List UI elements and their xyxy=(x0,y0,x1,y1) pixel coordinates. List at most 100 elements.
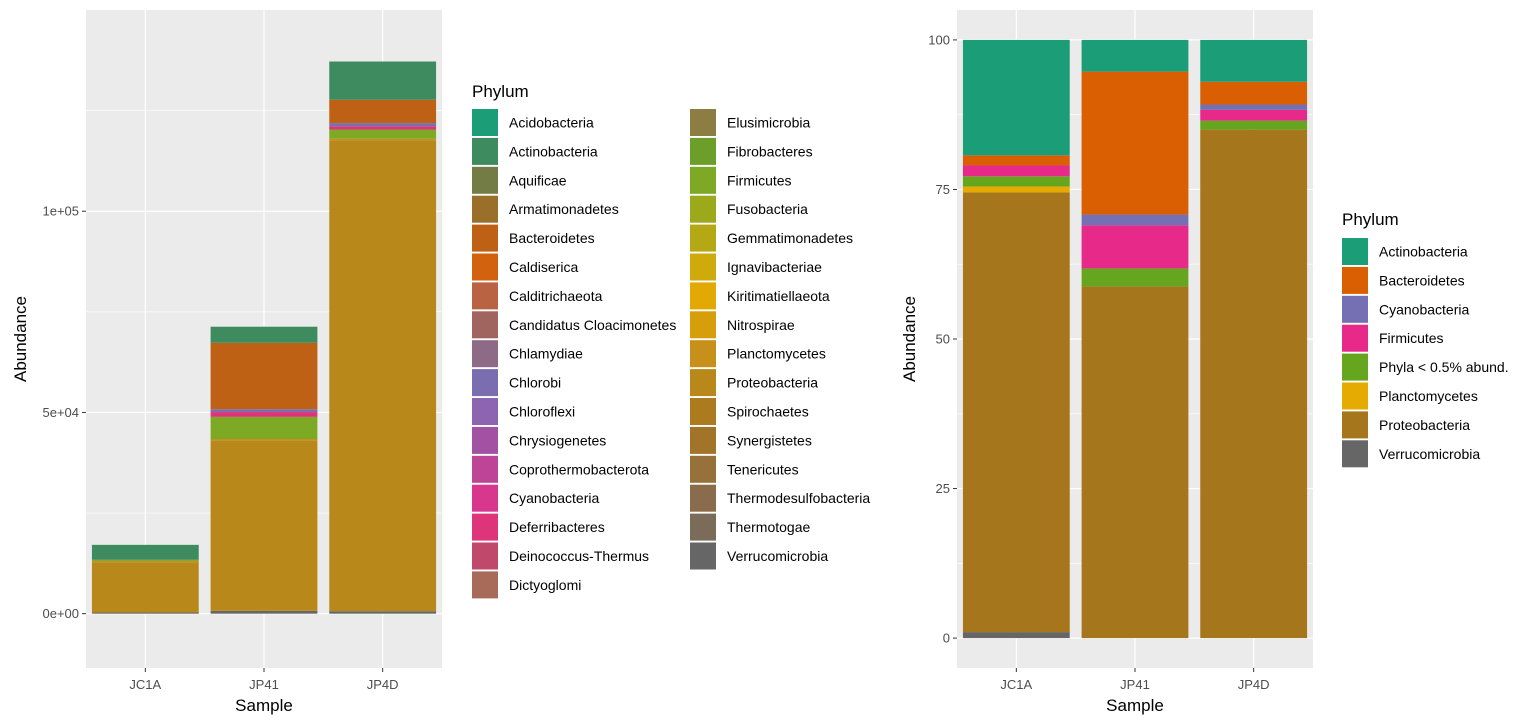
chart2-y-tick-label: 75 xyxy=(936,182,950,197)
chart1-bar-jp41-planctomycetes xyxy=(210,439,318,441)
chart1-bar-jp41-proteobacteria xyxy=(210,440,318,611)
chart1-legend-key xyxy=(472,398,498,425)
chart1-bar-jc1a-planctomycetes xyxy=(91,560,199,563)
chart1-x-axis-title: Sample xyxy=(235,696,293,715)
chart1-legend-key xyxy=(690,455,716,483)
chart1-bar-jc1a-proteobacteria xyxy=(91,562,199,613)
chart1-x-tick-label: JP4D xyxy=(367,677,399,692)
chart1-legend-label: Ignavibacteriae xyxy=(727,259,822,275)
chart1-legend-key xyxy=(690,282,716,310)
chart2-bar-jp4d-bacteroidetes xyxy=(1200,81,1308,105)
chart1-y-tick-label: 1e+05 xyxy=(42,204,79,219)
chart1-legend-key xyxy=(690,137,716,165)
chart1-bar-jc1a-verrucomicrobia xyxy=(91,612,199,614)
chart1-bar-jp4d-proteobacteria xyxy=(329,140,437,612)
chart2-legend-label: Verrucomicrobia xyxy=(1379,446,1480,462)
chart1-legend-label: Caldiserica xyxy=(509,259,578,275)
chart2-legend-label: Planctomycetes xyxy=(1379,388,1478,404)
chart1-legend-label: Spirochaetes xyxy=(727,404,809,420)
chart1-legend-label: Chlorobi xyxy=(509,375,561,391)
chart1-legend-label: Actinobacteria xyxy=(509,143,598,159)
chart1-legend-label: Proteobacteria xyxy=(727,375,818,391)
chart2-y-tick-label: 50 xyxy=(936,332,950,347)
chart1-legend-key xyxy=(472,137,498,165)
chart1-legend-key xyxy=(472,455,498,483)
chart1-legend-key xyxy=(690,513,716,541)
chart1-legend-key xyxy=(690,542,716,570)
chart1-legend-label: Kiritimatiellaeota xyxy=(727,288,830,304)
chart1-legend-label: Verrucomicrobia xyxy=(727,548,828,564)
chart2-x-tick-label: JP41 xyxy=(1120,677,1150,692)
chart1-y-axis-title: Abundance xyxy=(11,296,30,382)
chart2-legend-key xyxy=(1342,295,1368,323)
chart1-bar-jp41-chlorobi xyxy=(210,409,318,413)
chart1-legend-key xyxy=(690,224,716,252)
chart1-legend-key xyxy=(472,253,498,281)
chart1-bar-jp4d-verrucomicrobia xyxy=(329,611,437,614)
chart2-bar-jp41-phyla-0-5-abund- xyxy=(1081,268,1189,287)
chart2-bar-jp4d-cyanobacteria xyxy=(1200,104,1308,110)
chart1-legend-key xyxy=(472,369,498,397)
chart1-legend-key xyxy=(690,484,716,512)
chart1-legend-label: Firmicutes xyxy=(727,172,792,188)
chart1-legend-label: Thermotogae xyxy=(727,519,810,535)
chart1-bar-jp4d-planctomycetes xyxy=(329,138,437,141)
chart2-legend-key xyxy=(1342,266,1368,294)
chart2-legend-key xyxy=(1342,411,1368,439)
chart1-legend-label: Thermodesulfobacteria xyxy=(727,490,870,506)
chart2-bar-jc1a-bacteroidetes xyxy=(962,155,1070,166)
chart2-bar-jc1a-firmicutes xyxy=(962,165,1070,177)
chart2-legend-title: Phylum xyxy=(1342,210,1399,229)
chart1-legend-label: Bacteroidetes xyxy=(509,230,595,246)
chart1-legend-key xyxy=(472,513,498,541)
chart1-legend-label: Elusimicrobia xyxy=(727,115,810,131)
chart2-legend-key xyxy=(1342,324,1368,352)
chart2-legend-label: Proteobacteria xyxy=(1379,417,1470,433)
chart2-bar-jp41-actinobacteria xyxy=(1081,39,1189,72)
chart1-bar-jp4d-firmicutes xyxy=(329,129,437,139)
chart2-legend-key xyxy=(1342,238,1368,265)
chart1-legend-key xyxy=(472,311,498,339)
chart1-legend-label: Candidatus Cloacimonetes xyxy=(509,317,676,333)
chart1-bar-jp41-firmicutes xyxy=(210,416,318,440)
chart1-legend-key xyxy=(472,571,498,599)
chart1-bar-jp4d-chlorobi xyxy=(329,123,437,127)
chart2-legend-key xyxy=(1342,382,1368,410)
chart1-legend-key xyxy=(472,282,498,310)
chart1-legend-label: Deferribacteres xyxy=(509,519,605,535)
chart1-legend-label: Gemmatimonadetes xyxy=(727,230,853,246)
chart1-legend-label: Cyanobacteria xyxy=(509,490,599,506)
chart1-legend-key xyxy=(472,166,498,194)
chart1-legend-label: Coprothermobacterota xyxy=(509,461,649,477)
chart1-legend-key xyxy=(690,311,716,339)
chart2-bar-jp4d-proteobacteria xyxy=(1200,129,1308,639)
chart1-legend-label: Chloroflexi xyxy=(509,404,575,420)
chart1-legend-label: Planctomycetes xyxy=(727,346,826,362)
chart1-bar-jp4d-deferribacteres xyxy=(329,126,437,130)
chart1-bar-jp4d-bacteroidetes xyxy=(329,99,437,124)
chart1-bar-jp4d-actinobacteria xyxy=(329,61,437,100)
chart2-y-axis-title: Abundance xyxy=(900,296,919,382)
chart2-bar-jp4d-firmicutes xyxy=(1200,109,1308,121)
chart1-legend-key xyxy=(472,109,498,136)
chart1-x-tick-label: JP41 xyxy=(249,677,279,692)
chart1-legend-key xyxy=(472,542,498,570)
chart2-legend-label: Firmicutes xyxy=(1379,330,1444,346)
chart2-bar-jp41-cyanobacteria xyxy=(1081,214,1189,226)
chart1-legend-key xyxy=(472,426,498,454)
chart2-x-tick-label: JC1A xyxy=(1000,677,1032,692)
chart1-legend-key xyxy=(690,253,716,281)
chart1-y-tick-label: 5e+04 xyxy=(42,405,79,420)
chart1-bar-jc1a-firmicutes xyxy=(91,559,199,561)
chart2-legend-label: Cyanobacteria xyxy=(1379,301,1469,317)
chart2-y-tick-label: 0 xyxy=(943,631,950,646)
chart1-legend-label: Synergistetes xyxy=(727,432,812,448)
chart2-bar-jp41-proteobacteria xyxy=(1081,286,1189,639)
chart2-legend-key xyxy=(1342,353,1368,381)
chart1-legend-label: Acidobacteria xyxy=(509,115,594,131)
chart1-legend-label: Chlamydiae xyxy=(509,346,583,362)
chart1-legend-label: Calditrichaeota xyxy=(509,288,603,304)
chart2-bar-jc1a-phyla-0-5-abund- xyxy=(962,176,1070,187)
chart1-legend-label: Dictyoglomi xyxy=(509,577,581,593)
